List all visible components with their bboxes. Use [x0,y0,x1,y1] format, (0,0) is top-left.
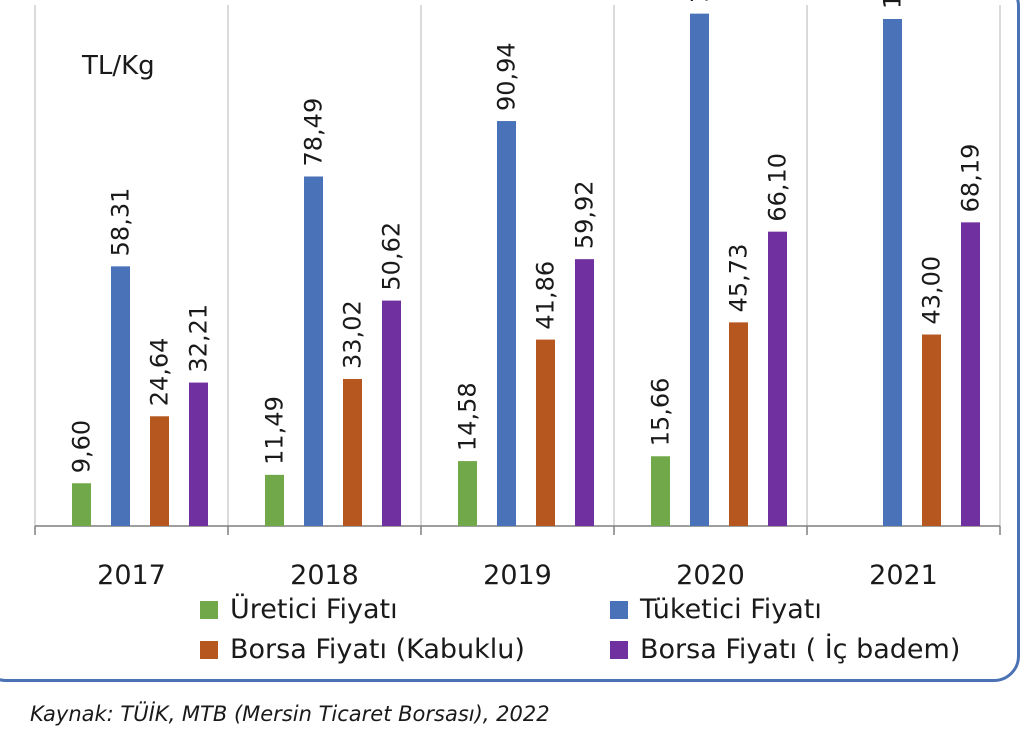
y-unit-label: TL/Kg [81,51,155,81]
bar [189,382,208,526]
data-label: 50,62 [378,222,406,291]
bar [922,334,941,526]
bar [265,474,284,526]
bar [72,483,91,526]
x-tick-label: 2021 [869,560,938,591]
bar-chart: TL/Kg 9,60 58,31 24,64 32,21 2017 11,49 78,49 33… [34,0,1001,591]
data-label: 45,73 [725,244,753,313]
x-tick-label: 2020 [676,560,745,591]
bar [690,13,709,527]
bar [768,231,787,526]
source-note: Kaynak: TÜİK, MTB (Mersin Ticaret Borsas… [30,702,550,726]
data-label: 33,02 [339,300,367,369]
bar [382,300,401,526]
legend-swatch [200,640,218,659]
x-tick-label: 2019 [483,560,552,591]
data-label: 90,94 [493,42,521,111]
bar [458,461,477,526]
data-label: 41,86 [532,261,560,330]
bar [883,18,902,527]
bar [497,121,516,527]
data-label: 66,10 [764,153,792,222]
data-label: 68,19 [957,144,985,213]
data-label: 58,31 [107,188,135,257]
data-label: 11,49 [261,396,289,465]
legend-label: Borsa Fiyatı ( İç badem) [640,634,961,665]
legend-swatch [200,600,218,619]
legend-label: Borsa Fiyatı (Kabuklu) [230,634,525,665]
data-label: 115,06 [686,0,714,4]
legend-swatch [610,600,628,619]
x-tick-label: 2018 [290,560,359,591]
data-label: 113,86 [879,0,907,9]
legend-label: Tüketici Fiyatı [640,594,822,625]
data-label: 14,58 [454,382,482,451]
bar [343,378,362,526]
data-label: 24,64 [146,338,174,407]
data-label: 78,49 [300,98,328,167]
bar [304,176,323,527]
legend-item-borsa-kabuklu: Borsa Fiyatı (Kabuklu) [200,634,525,665]
legend-item-borsa-ic-badem: Borsa Fiyatı ( İç badem) [610,634,960,665]
bar [651,456,670,526]
data-label: 43,00 [918,256,946,325]
legend-swatch [610,640,628,659]
x-tick-label: 2017 [97,560,166,591]
data-label: 59,92 [571,180,599,249]
bar [111,266,130,526]
legend-label: Üretici Fiyatı [230,594,398,625]
data-label: 9,60 [68,420,96,473]
legend-item-uretici: Üretici Fiyatı [200,594,398,625]
bar [961,222,980,526]
bar [536,339,555,526]
bar [150,416,169,526]
data-label: 32,21 [185,304,213,373]
legend-item-tuketici: Tüketici Fiyatı [610,594,822,625]
data-label: 15,66 [647,378,675,447]
bar [575,259,594,526]
bar [729,322,748,526]
